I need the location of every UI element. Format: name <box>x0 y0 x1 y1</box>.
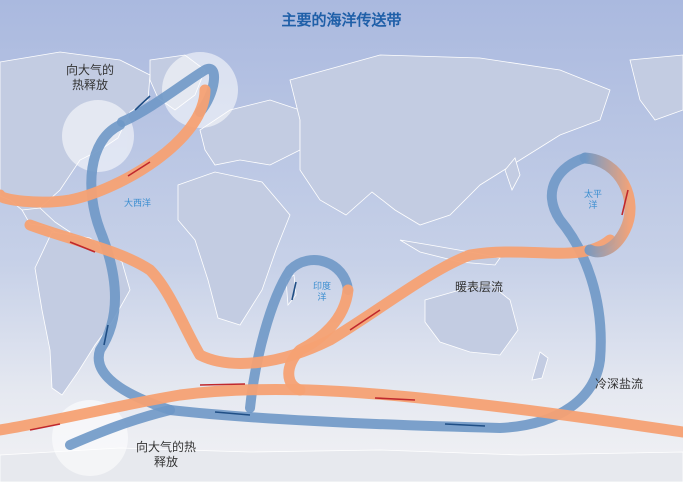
warm-current-agulhas <box>283 284 354 396</box>
alaska <box>629 54 683 121</box>
south-america <box>34 231 131 396</box>
arrow-cold-4 <box>444 423 486 427</box>
new-zealand <box>531 351 549 381</box>
label-heat-release-south: 向大气的热 释放 <box>130 440 202 470</box>
arrow-cold-5 <box>291 281 297 301</box>
cold-current-atlantic <box>86 120 175 415</box>
warm-current-southern <box>0 383 683 438</box>
arrow-cold-1 <box>134 95 151 111</box>
arrow-warm-7 <box>621 189 629 216</box>
label-pacific-ocean-line2: 洋 <box>588 201 598 211</box>
asia <box>289 54 611 226</box>
arrow-warm-5 <box>349 309 381 331</box>
flow-arrows <box>29 95 629 431</box>
label-heat-release-north-line2: 热释放 <box>71 78 108 92</box>
map-title: 主要的海洋传送带 <box>281 11 402 29</box>
warm-current-caribbean <box>24 219 616 369</box>
label-heat-release-north: 向大气的 热释放 <box>60 63 120 93</box>
label-pacific-ocean-line1: 太平 <box>584 190 603 200</box>
arrow-warm-6 <box>29 423 61 431</box>
cold-current-north-loop <box>117 63 220 127</box>
label-indian-ocean: 印度 洋 <box>313 282 331 304</box>
arrow-cold-2 <box>103 324 109 346</box>
warm-current-pacific <box>579 152 636 258</box>
arrow-cold-3 <box>214 411 251 416</box>
label-heat-release-south-line1: 向大气的热 <box>135 440 196 454</box>
australia <box>424 283 519 356</box>
label-indian-ocean-line1: 印度 <box>313 282 332 292</box>
heat-zone-north-west <box>62 100 134 172</box>
africa <box>177 171 291 326</box>
label-warm-surface-current: 暖表层流 <box>455 280 504 294</box>
cold-current-southern <box>165 153 606 433</box>
arrow-warm-4 <box>374 397 416 401</box>
label-pacific-ocean: 太平 洋 <box>584 190 602 212</box>
arrow-warm-3 <box>199 383 246 386</box>
antarctica <box>0 447 683 482</box>
warm-current-atlantic <box>0 84 211 208</box>
landmasses <box>0 51 683 482</box>
japan <box>504 157 521 191</box>
label-cold-deep-current: 冷深盐流 <box>595 377 644 391</box>
label-indian-ocean-line2: 洋 <box>317 293 327 303</box>
arrow-warm-2 <box>69 241 96 253</box>
label-heat-release-south-line2: 释放 <box>153 455 178 469</box>
label-atlantic-ocean: 大西洋 <box>124 199 152 209</box>
label-heat-release-north-line1: 向大气的 <box>65 63 114 77</box>
cold-current-south-atlantic <box>65 405 175 450</box>
arrow-warm-1 <box>127 161 151 177</box>
